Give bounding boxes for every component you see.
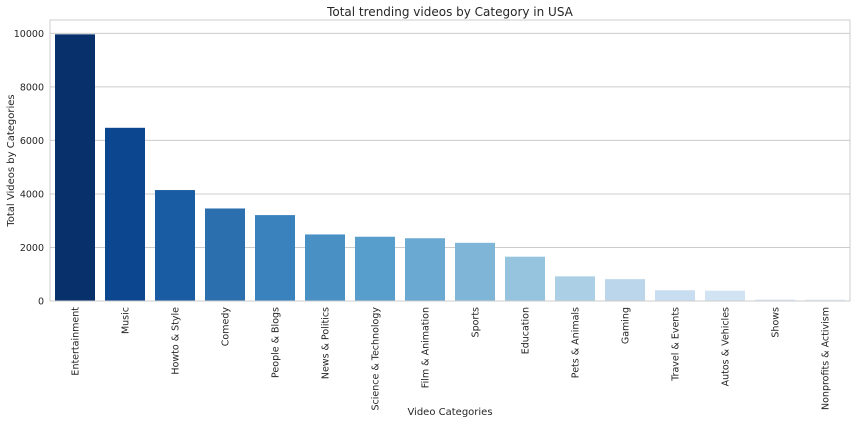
y-tick-label: 6000 [20, 136, 44, 147]
y-tick-label: 10000 [14, 29, 44, 40]
y-tick-label: 0 [38, 297, 44, 308]
x-tick-label: Pets & Animals [571, 307, 582, 378]
x-tick-label: Film & Animation [421, 307, 432, 388]
plot-frame [49, 19, 851, 302]
x-tick-label: Music [121, 307, 132, 334]
bar-music [105, 127, 145, 301]
bar-education [505, 256, 545, 301]
bar-film-animation [405, 238, 445, 301]
x-tick-label: Education [521, 307, 532, 354]
x-tick-label: Nonprofits & Activism [821, 307, 832, 410]
bar-autos-vehicles [705, 290, 745, 301]
bar-shows [755, 299, 795, 301]
bar-entertainment [55, 34, 95, 301]
x-tick-label: Howto & Style [171, 307, 182, 375]
x-tick-label: Comedy [221, 307, 232, 347]
x-tick-label: Entertainment [71, 307, 82, 376]
y-tick-labels: 0 2000 4000 6000 8000 10000 [14, 29, 44, 308]
y-axis-label: Total Videos by Categories [6, 94, 17, 227]
x-tick-label: News & Politics [321, 307, 332, 379]
bar-sports [455, 242, 495, 301]
x-tick-label: Gaming [621, 307, 632, 344]
y-tick-label: 2000 [20, 243, 44, 254]
bar-travel-events [655, 290, 695, 301]
chart-title: Total trending videos by Category in USA [326, 5, 574, 19]
x-tick-label: People & Blogs [271, 307, 282, 378]
bar-science-technology [355, 236, 395, 301]
bar-people-blogs [255, 215, 295, 301]
x-tick-label: Sports [471, 307, 482, 338]
x-axis-label: Video Categories [407, 407, 492, 418]
bar-news-politics [305, 234, 345, 301]
x-tick-label: Autos & Vehicles [721, 307, 732, 386]
bar-nonprofits-activism [805, 299, 845, 301]
x-tick-labels: Entertainment Music Howto & Style Comedy Peo… [71, 307, 832, 411]
bars [55, 34, 845, 301]
bar-gaming [605, 279, 645, 301]
x-tick-label: Shows [771, 307, 782, 338]
bar-pets-animals [555, 276, 595, 301]
bar-howto-style [155, 190, 195, 301]
y-tick-label: 4000 [20, 189, 44, 200]
x-tick-label: Travel & Events [671, 307, 682, 382]
y-tick-label: 8000 [20, 82, 44, 93]
bar-comedy [205, 208, 245, 301]
x-tick-label: Science & Technology [371, 307, 382, 411]
